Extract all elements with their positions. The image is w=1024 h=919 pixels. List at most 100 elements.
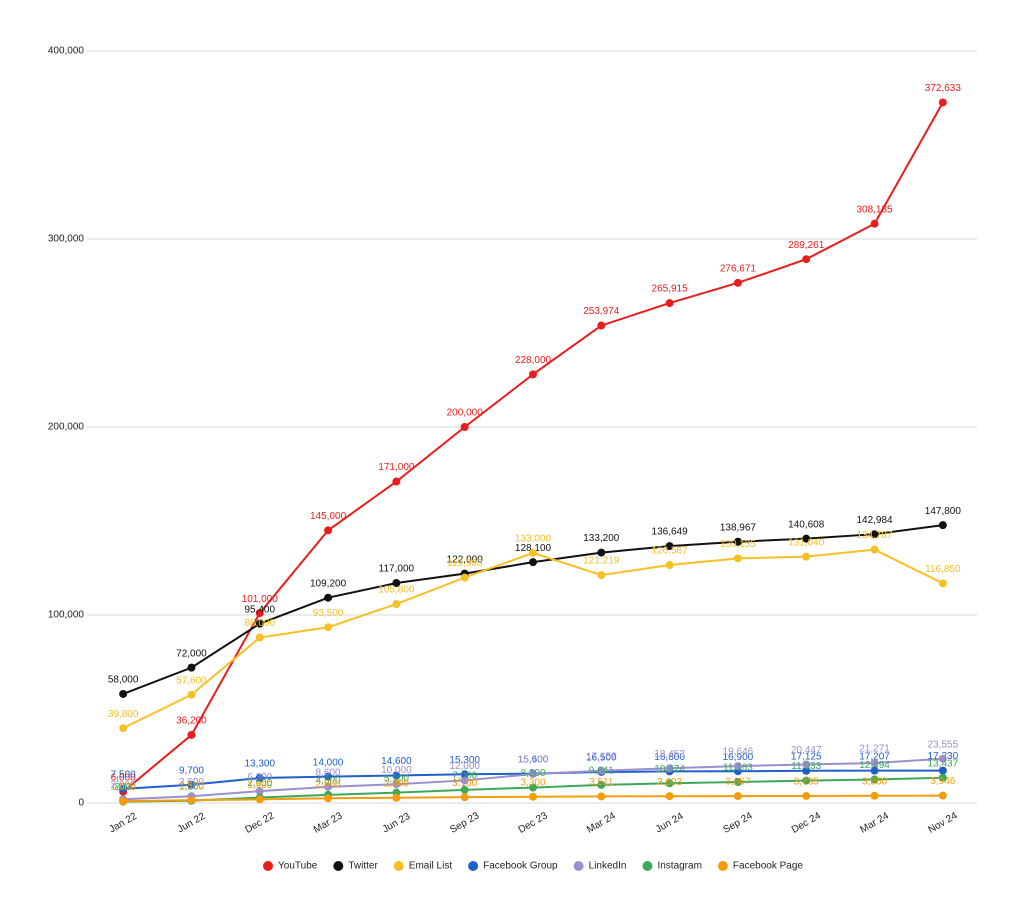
data-point [733,792,742,801]
data-label: 2,500 [316,779,341,790]
data-point [938,98,947,107]
data-label: 11,163 [723,763,753,774]
data-point [802,534,811,543]
data-label: 145,000 [310,511,347,522]
data-label: 8,200 [520,768,545,779]
data-label: 93,500 [313,608,344,619]
data-point [870,219,879,228]
data-label: 1,900 [247,780,272,791]
data-label: 105,800 [378,585,415,596]
data-point [529,370,537,379]
data-point [529,770,537,779]
data-label: 1,000 [111,782,136,793]
x-tick-label: Nov 24 [926,810,959,836]
data-label: 3,603 [657,777,682,788]
data-point [255,619,264,628]
data-point [460,776,469,785]
data-point [529,783,537,792]
x-tick-label: Mar 24 [858,810,891,835]
x-tick-label: Sep 23 [448,810,481,836]
data-point [597,766,606,775]
data-label: 122,000 [447,554,484,565]
data-point [938,579,947,588]
data-label: 121,219 [583,556,620,567]
data-label: 133,200 [583,533,620,544]
data-point [255,773,264,782]
data-label: 117,000 [379,564,415,575]
data-label: 2,000 [111,780,136,791]
data-point [460,793,469,802]
data-point [187,730,196,739]
data-point [802,552,811,561]
data-point [460,573,469,582]
data-label: 276,671 [720,263,757,274]
x-tick-label: Sep 24 [722,810,755,836]
data-label: 6,300 [247,772,272,783]
y-tick-label: 0 [78,798,84,809]
x-tick-label: Jun 24 [654,811,686,836]
data-label: 13,300 [244,759,275,770]
data-label: 15,600 [518,754,549,765]
data-point [597,780,606,789]
data-point [119,724,128,733]
data-point [802,255,811,264]
data-point [392,579,401,588]
data-point [733,537,742,546]
data-point [529,548,537,557]
data-label: 131,040 [788,537,825,548]
data-point [665,792,674,801]
data-label: 308,135 [856,204,893,215]
data-label: 3,946 [930,776,955,787]
data-label: 171,000 [378,462,415,473]
data-label: 88,000 [244,618,275,629]
data-label: 15,300 [449,755,480,766]
data-point [187,663,196,672]
data-label: 119,900 [447,558,483,569]
data-point [802,760,811,769]
data-point [460,423,469,431]
data-point [255,787,264,796]
data-point [324,772,333,781]
legend-marker [263,861,274,871]
data-point [324,794,333,803]
data-label: 18,453 [654,749,685,760]
data-label: 3,511 [589,777,614,788]
data-label: 57,600 [176,675,207,686]
data-label: 19,646 [723,747,754,758]
data-label: 16,500 [586,753,617,764]
data-label: 6,000 [111,772,136,783]
data-point [870,775,879,784]
data-label: 17,207 [859,751,890,762]
data-label: 12,494 [859,760,890,771]
data-label: 1,500 [179,781,204,792]
data-point [324,526,333,535]
data-point [597,571,606,580]
data-label: 128,100 [515,543,552,554]
data-label: 5,500 [384,773,409,784]
data-point [665,764,674,773]
x-tick-label: Mar 24 [585,810,618,835]
data-point [255,795,264,804]
data-label: 3,600 [179,777,204,788]
data-point [802,766,811,775]
data-label: 2,800 [384,778,409,789]
data-point [187,780,196,789]
legend-marker [642,861,653,871]
data-point [733,278,742,287]
data-point [938,791,947,800]
data-point [392,780,401,789]
data-label: 21,271 [859,744,890,755]
data-point [187,690,196,699]
data-label: 372,633 [925,83,962,94]
x-tick-label: Dec 24 [790,810,823,836]
data-label: 4,300 [316,776,341,787]
data-point [733,762,742,771]
data-label: 10,000 [381,765,412,776]
data-point [870,766,879,775]
legend-marker [468,861,479,871]
data-label: 200,000 [447,408,484,419]
data-label: 72,000 [176,648,207,659]
data-point [119,689,128,698]
data-label: 800 [115,782,132,793]
